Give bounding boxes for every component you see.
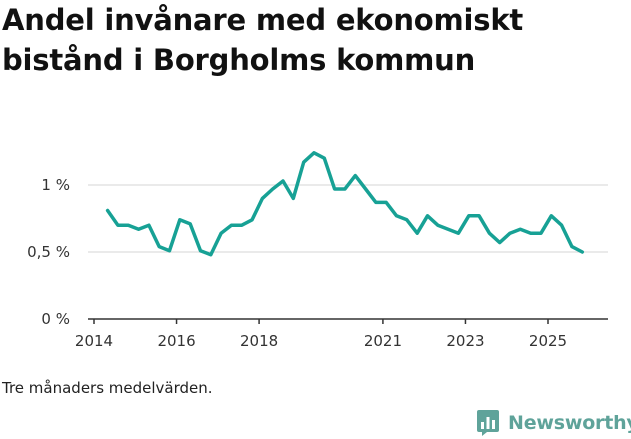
data-point[interactable] — [176, 216, 184, 224]
line-chart: 0 % 0,5 % 1 % 2014 2016 2018 2021 2023 2025 — [27, 149, 608, 350]
data-point[interactable] — [485, 229, 493, 237]
data-point[interactable] — [527, 229, 535, 237]
data-point[interactable] — [362, 185, 370, 193]
x-tick-label: 2016 — [157, 332, 195, 350]
data-point[interactable] — [331, 185, 339, 193]
data-point[interactable] — [434, 221, 442, 229]
data-point[interactable] — [124, 221, 132, 229]
data-point[interactable] — [289, 194, 297, 202]
data-point[interactable] — [382, 198, 390, 206]
data-point[interactable] — [310, 149, 318, 157]
data-point[interactable] — [166, 247, 174, 255]
brand-name: Newsworthy — [508, 412, 631, 434]
data-point[interactable] — [506, 229, 514, 237]
y-tick-label: 0 % — [41, 310, 70, 328]
y-tick-label: 1 % — [41, 176, 70, 194]
data-point[interactable] — [155, 243, 163, 251]
data-point[interactable] — [258, 194, 266, 202]
data-point[interactable] — [207, 251, 215, 259]
series-line — [105, 151, 585, 257]
data-point[interactable] — [578, 248, 586, 256]
data-point[interactable] — [227, 221, 235, 229]
data-point[interactable] — [568, 243, 576, 251]
x-tick-label: 2023 — [446, 332, 484, 350]
x-tick-label: 2021 — [364, 332, 402, 350]
data-point[interactable] — [248, 216, 256, 224]
data-point[interactable] — [145, 221, 153, 229]
data-point[interactable] — [393, 212, 401, 220]
data-point[interactable] — [269, 185, 277, 193]
chart-title: Andel invånare med ekonomiskt bistånd i … — [2, 3, 524, 77]
x-tick-label: 2025 — [529, 332, 567, 350]
data-point[interactable] — [351, 172, 359, 180]
data-point[interactable] — [279, 177, 287, 185]
data-point[interactable] — [114, 221, 122, 229]
data-point[interactable] — [475, 212, 483, 220]
data-point[interactable] — [454, 229, 462, 237]
chart-note: Tre månaders medelvärden. — [2, 379, 213, 397]
newsworthy-logo-icon — [477, 410, 499, 436]
newsworthy-brand[interactable]: Newsworthy — [476, 408, 631, 438]
data-point[interactable] — [444, 225, 452, 233]
data-point[interactable] — [465, 212, 473, 220]
x-tick-label: 2014 — [75, 332, 113, 350]
data-point[interactable] — [238, 221, 246, 229]
data-point[interactable] — [403, 216, 411, 224]
x-tick-label: 2018 — [240, 332, 278, 350]
data-point[interactable] — [300, 158, 308, 166]
data-point[interactable] — [104, 207, 112, 215]
data-point[interactable] — [424, 212, 432, 220]
data-point[interactable] — [516, 225, 524, 233]
data-point[interactable] — [372, 198, 380, 206]
data-point[interactable] — [320, 154, 328, 162]
data-point[interactable] — [217, 229, 225, 237]
data-point[interactable] — [135, 225, 143, 233]
data-point[interactable] — [186, 220, 194, 228]
data-point[interactable] — [558, 221, 566, 229]
data-point[interactable] — [341, 185, 349, 193]
data-point[interactable] — [547, 212, 555, 220]
y-tick-label: 0,5 % — [27, 243, 70, 261]
data-point[interactable] — [537, 229, 545, 237]
data-point[interactable] — [197, 247, 205, 255]
data-point[interactable] — [496, 239, 504, 247]
data-point[interactable] — [413, 229, 421, 237]
